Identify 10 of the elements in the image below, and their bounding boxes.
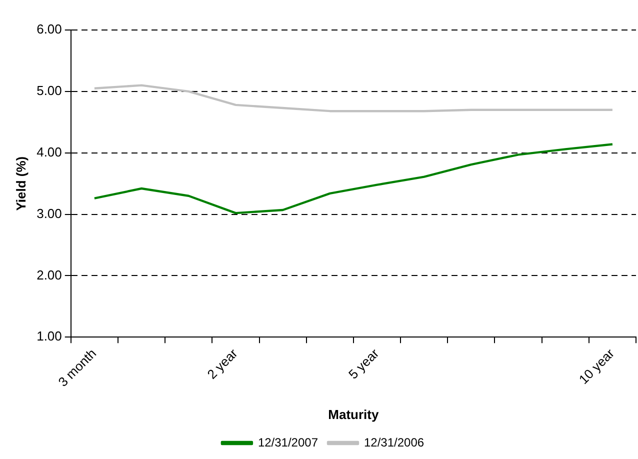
y-tick-label: 6.00 (36, 22, 62, 37)
legend-label: 12/31/2007 (258, 435, 318, 450)
y-tick-label: 4.00 (36, 144, 62, 160)
legend-label: 12/31/2006 (364, 435, 424, 450)
y-tick-label: 2.00 (36, 267, 62, 282)
y-tick-label: 5.00 (36, 83, 62, 98)
y-tick-label: 3.00 (36, 206, 62, 221)
x-axis-title: Maturity (328, 406, 380, 422)
y-tick-label: 1.00 (36, 328, 62, 344)
y-axis-title: Yield (%) (13, 156, 28, 211)
